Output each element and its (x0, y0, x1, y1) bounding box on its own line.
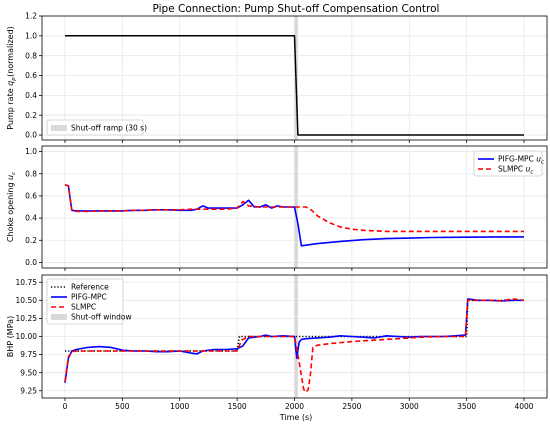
x-tick-label: 4000 (514, 402, 533, 411)
x-tick-label: 500 (115, 402, 130, 411)
x-axis-label: Time (s) (279, 413, 313, 422)
y-tick-label: 10.50 (16, 296, 38, 305)
legend-label: Reference (71, 283, 109, 292)
y-tick-label: 10.75 (16, 278, 38, 287)
legend: PIFG-MPC uc SLMPC uc (473, 150, 544, 177)
legend-box (46, 119, 144, 136)
y-tick-label: 0.6 (25, 71, 37, 80)
plot-bhp: 9.25 9.50 9.75 10.00 10.25 10.50 10.75 0 500 1000… (6, 274, 548, 411)
legend: Shut-off ramp (30 s) (46, 119, 147, 136)
y-tick-label: 9.75 (20, 350, 37, 359)
y-tick-label: 0.0 (25, 258, 37, 267)
legend-label: Shut-off ramp (30 s) (71, 124, 147, 133)
x-tick-label: 3500 (457, 402, 476, 411)
legend-label: Shut-off window (71, 313, 132, 322)
y-tick-label: 0.8 (25, 169, 37, 178)
legend-swatch (51, 125, 67, 131)
x-tick-label: 2500 (342, 402, 361, 411)
y-tick-label: 0.2 (25, 111, 37, 120)
x-tick-label: 3000 (400, 402, 419, 411)
legend-label: PIFG-MPC (71, 293, 107, 302)
series-line-pump-rate (65, 35, 524, 136)
legend-swatch (51, 314, 67, 320)
y-axis-label: Choke opening uc (6, 172, 17, 242)
y-tick-label: 0.2 (25, 236, 37, 245)
x-tick-label: 2000 (285, 402, 304, 411)
chart-title: Pipe Connection: Pump Shut-off Compensat… (153, 3, 440, 15)
y-tick-label: 10.25 (16, 314, 38, 323)
y-tick-label: 9.25 (20, 386, 37, 395)
series-line-slmpc-u-c (64, 184, 524, 233)
y-tick-label: 10.00 (16, 332, 38, 341)
y-tick-label: 0.4 (25, 214, 37, 223)
y-tick-label: 0.6 (25, 192, 37, 201)
legend-label: PIFG-MPC uc (498, 155, 544, 166)
y-tick-label: 1.0 (25, 147, 37, 156)
y-tick-label: 0.0 (25, 131, 37, 140)
y-tick-label: 0.4 (25, 91, 37, 100)
x-tick-label: 1500 (228, 402, 247, 411)
plot-choke-opening: 0.0 0.2 0.4 0.6 0.8 1.0 Choke opening uc PIFG-… (6, 145, 548, 271)
y-axis-label: Pump rate qp (normalized) (6, 26, 17, 130)
x-tick-label: 0 (63, 402, 68, 411)
y-tick-label: 0.8 (25, 51, 37, 60)
x-tick-label: 1000 (170, 402, 189, 411)
y-tick-label: 1.0 (25, 31, 37, 40)
y-tick-label: 1.2 (25, 12, 37, 21)
series-line-slmpc (64, 298, 525, 394)
y-axis-label: BHP (MPa) (6, 316, 15, 357)
y-tick-label: 9.50 (20, 368, 37, 377)
legend-box (46, 278, 124, 325)
legend-label: SLMPC uc (498, 165, 533, 176)
legend-label: SLMPC (71, 303, 96, 312)
plot-pump-rate: 0.0 0.2 0.4 0.6 0.8 1.0 1.2 Pump rate qp (norma… (6, 12, 548, 143)
